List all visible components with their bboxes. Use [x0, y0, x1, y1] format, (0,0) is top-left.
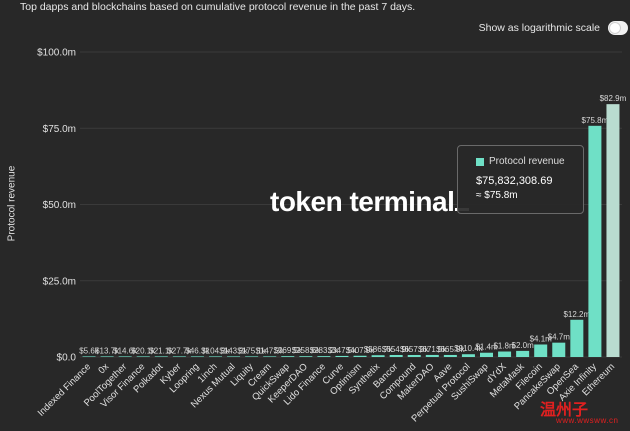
- bar: [353, 355, 367, 357]
- token-terminal-watermark: token terminal: [270, 186, 470, 218]
- bar: [606, 104, 620, 357]
- bar-value-label: $283.2k: [310, 346, 339, 355]
- bar-value-label: $14.6k: [113, 346, 138, 355]
- y-tick-label: $50.0m: [43, 200, 76, 211]
- bar: [136, 356, 150, 357]
- tooltip-swatch: [476, 157, 484, 166]
- bar: [389, 355, 403, 357]
- tooltip-series-label: Protocol revenue: [489, 156, 565, 167]
- bar-value-label: $654.9k: [382, 345, 411, 354]
- bar-value-label: $12.2m: [563, 310, 590, 319]
- bar-tooltip: Protocol revenue $75,832,308.69 ≈ $75.8m: [457, 145, 584, 214]
- bar: [227, 356, 241, 357]
- log-scale-toggle-label: Show as logarithmic scale: [478, 22, 600, 34]
- bar-value-label: $657.3k: [400, 345, 429, 354]
- bar-value-label: $5.6k: [79, 346, 100, 355]
- bar: [154, 356, 168, 357]
- x-tick-label: Indexed Finance: [36, 361, 93, 418]
- bar-value-label: $4.1m: [530, 334, 553, 343]
- bar: [479, 352, 494, 357]
- bar: [588, 125, 602, 357]
- bar: [190, 356, 204, 357]
- bar: [461, 354, 475, 357]
- bar-value-label: $1.8m: [493, 342, 516, 351]
- bar: [516, 350, 530, 357]
- bar-value-label: $13.7k: [95, 346, 120, 355]
- bar-value-label: $1.4m: [475, 343, 498, 352]
- bar-value-label: $347.5k: [328, 346, 357, 355]
- bar-value-label: $75.8m: [582, 116, 609, 125]
- bar: [443, 354, 457, 357]
- bar-value-label: $2.0m: [512, 341, 535, 350]
- bar: [570, 319, 584, 357]
- bar: [299, 356, 313, 357]
- bar-value-label: $258.6k: [292, 346, 321, 355]
- bar-value-label: $175.1k: [237, 346, 266, 355]
- bar: [335, 355, 349, 357]
- bar: [245, 356, 259, 357]
- bar-value-label: $910.4k: [454, 344, 483, 353]
- bar: [172, 356, 186, 357]
- bar-value-label: $407.9k: [346, 346, 375, 355]
- bar: [281, 356, 295, 357]
- bar: [208, 356, 223, 357]
- tooltip-series-row: Protocol revenue: [476, 156, 583, 167]
- y-tick-label: $25.0m: [43, 276, 76, 287]
- log-scale-toggle-group: Show as logarithmic scale: [479, 21, 628, 35]
- bar-value-label: $46.3k: [185, 346, 210, 355]
- log-scale-toggle[interactable]: [608, 21, 628, 35]
- bar: [407, 354, 421, 357]
- toggle-knob: [609, 22, 621, 34]
- bar: [371, 355, 385, 357]
- bar-value-label: $27.7k: [167, 346, 192, 355]
- bar-value-label: $4.7m: [548, 333, 571, 342]
- chart-subtitle: Top dapps and blockchains based on cumul…: [20, 1, 416, 13]
- tooltip-value: $75,832,308.69: [476, 175, 553, 187]
- bar: [552, 342, 566, 357]
- bar-value-label: $665.9k: [436, 345, 465, 354]
- bar-value-label: $143.3k: [219, 346, 248, 355]
- watermark-text: token terminal: [270, 186, 455, 217]
- y-tick-label: $75.0m: [43, 124, 76, 135]
- bar-value-label: $104.3k: [201, 346, 230, 355]
- y-tick-label: $0.0: [57, 353, 77, 364]
- bar: [263, 356, 277, 357]
- site-logo-watermark: 温州子: [540, 400, 589, 419]
- bar-value-label: $147.3k: [255, 346, 284, 355]
- y-tick-label: $100.0m: [37, 48, 76, 59]
- bar: [498, 351, 512, 357]
- bar-value-label: $671.5k: [418, 345, 447, 354]
- bar-value-label: $21.1k: [149, 346, 174, 355]
- tooltip-approx: ≈ $75.8m: [476, 190, 518, 201]
- bar: [317, 356, 331, 357]
- bar: [82, 356, 96, 357]
- bar: [100, 356, 114, 357]
- bar-value-label: $82.9m: [600, 94, 627, 103]
- site-url-watermark: www.wwsww.cn: [556, 416, 619, 425]
- bar: [425, 354, 439, 357]
- bar: [118, 356, 132, 357]
- bar-value-label: $269.5k: [274, 346, 303, 355]
- bar-value-label: $20.1k: [131, 346, 156, 355]
- bar: [534, 344, 548, 357]
- bar-value-label: $586.7k: [364, 345, 393, 354]
